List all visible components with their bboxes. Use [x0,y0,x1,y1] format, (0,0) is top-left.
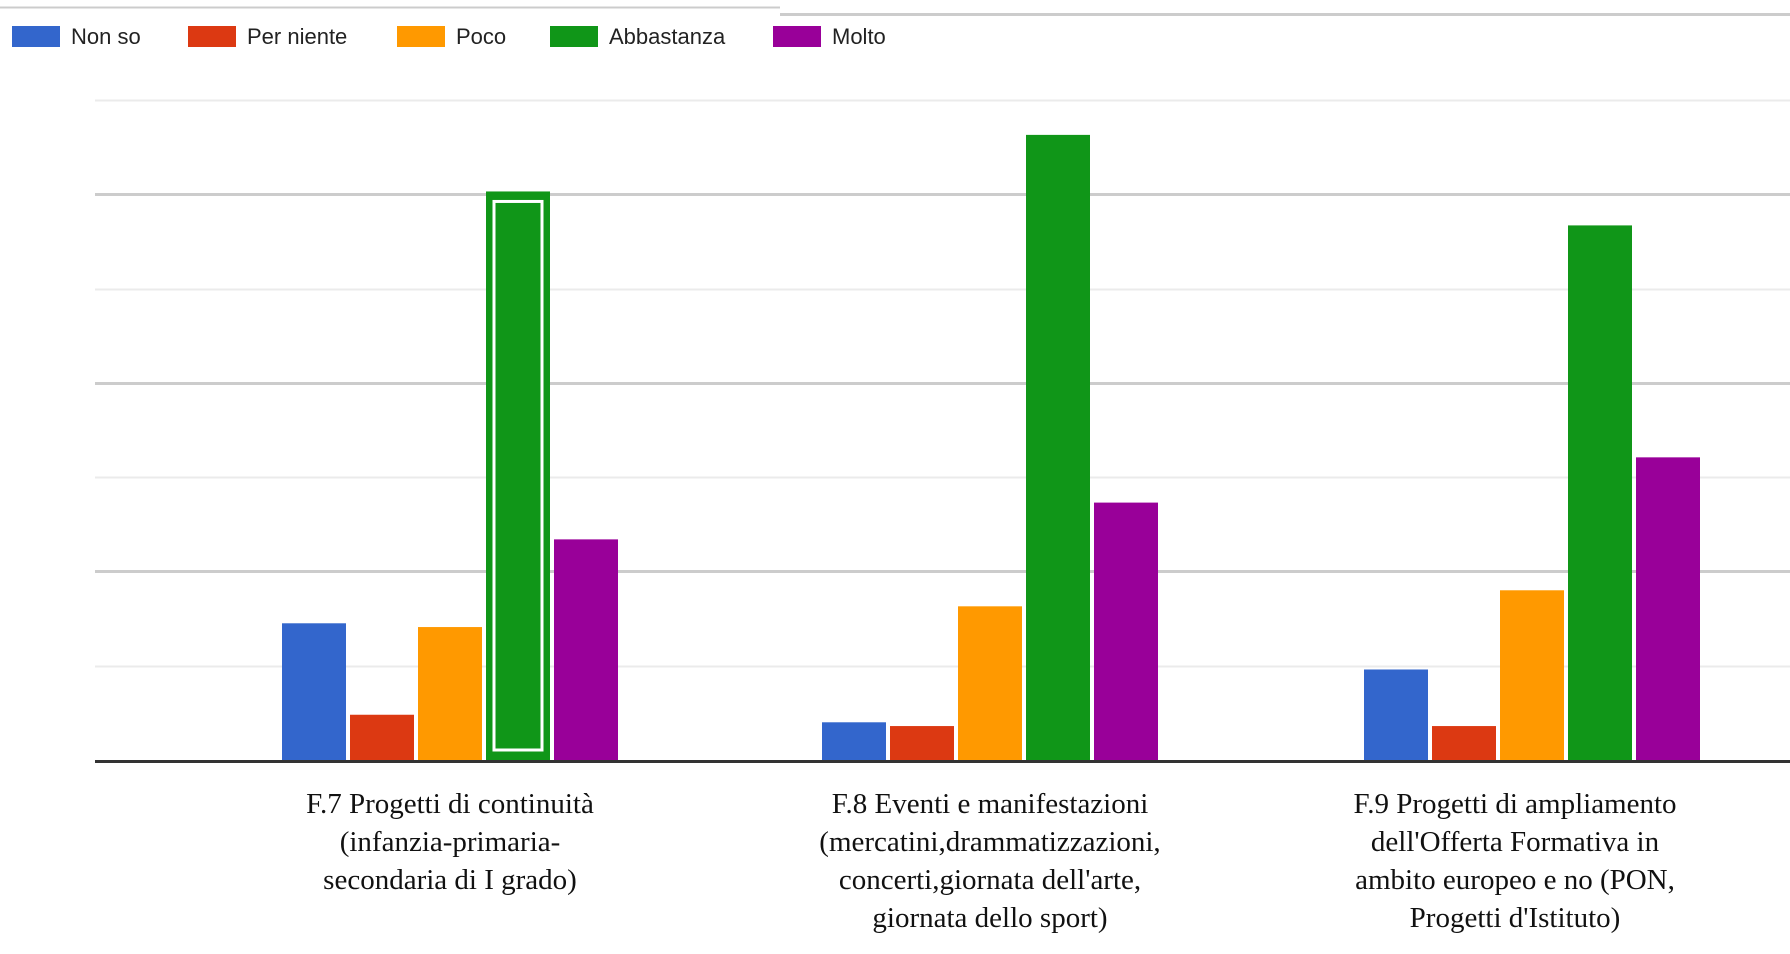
category-label-line: Progetti d'Istituto) [1410,902,1621,934]
legend-label: Molto [832,24,886,49]
category-label-3: F.9 Progetti di ampliamento dell'Offerta … [1353,788,1676,934]
category-label-line: F.7 Progetti di continuità [306,788,594,820]
bar-molto-1[interactable] [554,539,618,760]
legend-item-per-niente[interactable]: Per niente [188,24,347,49]
bar-poco-3[interactable] [1500,590,1564,760]
bar-molto-2[interactable] [1094,502,1158,760]
category-label-line: giornata dello sport) [872,902,1107,934]
bar-molto-3[interactable] [1636,457,1700,760]
bar-non-so-3[interactable] [1364,669,1428,760]
gridlines [95,99,1790,668]
bar-poco-1[interactable] [418,627,482,760]
category-label-line: concerti,giornata dell'arte, [839,864,1141,896]
legend-swatch [773,26,821,47]
category-label-1: F.7 Progetti di continuità (infanzia-prim… [306,788,594,896]
category-label-line: dell'Offerta Formativa in [1371,826,1660,858]
legend-swatch [397,26,445,47]
legend-swatch [188,26,236,47]
bars [282,134,1700,760]
bar-per-niente-3[interactable] [1432,726,1496,760]
bar-abbastanza-2[interactable] [1026,134,1090,760]
bar-non-so-1[interactable] [282,623,346,760]
bar-non-so-2[interactable] [822,722,886,760]
category-label-line: F.8 Eventi e manifestazioni [832,788,1149,820]
bar-highlight-outline [492,199,544,752]
bar-per-niente-2[interactable] [890,726,954,760]
category-label-line: (mercatini,drammatizzazioni, [819,826,1160,858]
category-label-line: ambito europeo e no (PON, [1355,864,1675,896]
bar-abbastanza-3[interactable] [1568,225,1632,760]
legend-swatch [550,26,598,47]
legend-label: Non so [71,24,141,49]
legend-label: Per niente [247,24,347,49]
legend-item-non-so[interactable]: Non so [12,24,141,49]
bar-poco-2[interactable] [958,606,1022,760]
legend-item-abbastanza[interactable]: Abbastanza [550,24,726,49]
category-label-line: (infanzia-primaria- [340,826,561,858]
legend-item-molto[interactable]: Molto [773,24,886,49]
category-label-line: secondaria di I grado) [323,864,577,896]
category-label-line: F.9 Progetti di ampliamento [1353,788,1676,820]
category-labels: F.7 Progetti di continuità (infanzia-prim… [306,788,1676,934]
legend: Non so Per niente Poco Abbastanza Molto [12,24,886,49]
legend-item-poco[interactable]: Poco [397,24,506,49]
category-label-2: F.8 Eventi e manifestazioni (mercatini,dr… [819,788,1160,934]
legend-label: Abbastanza [609,24,726,49]
legend-swatch [12,26,60,47]
legend-label: Poco [456,24,506,49]
bar-per-niente-1[interactable] [350,714,414,760]
bar-abbastanza-1[interactable] [486,191,550,760]
